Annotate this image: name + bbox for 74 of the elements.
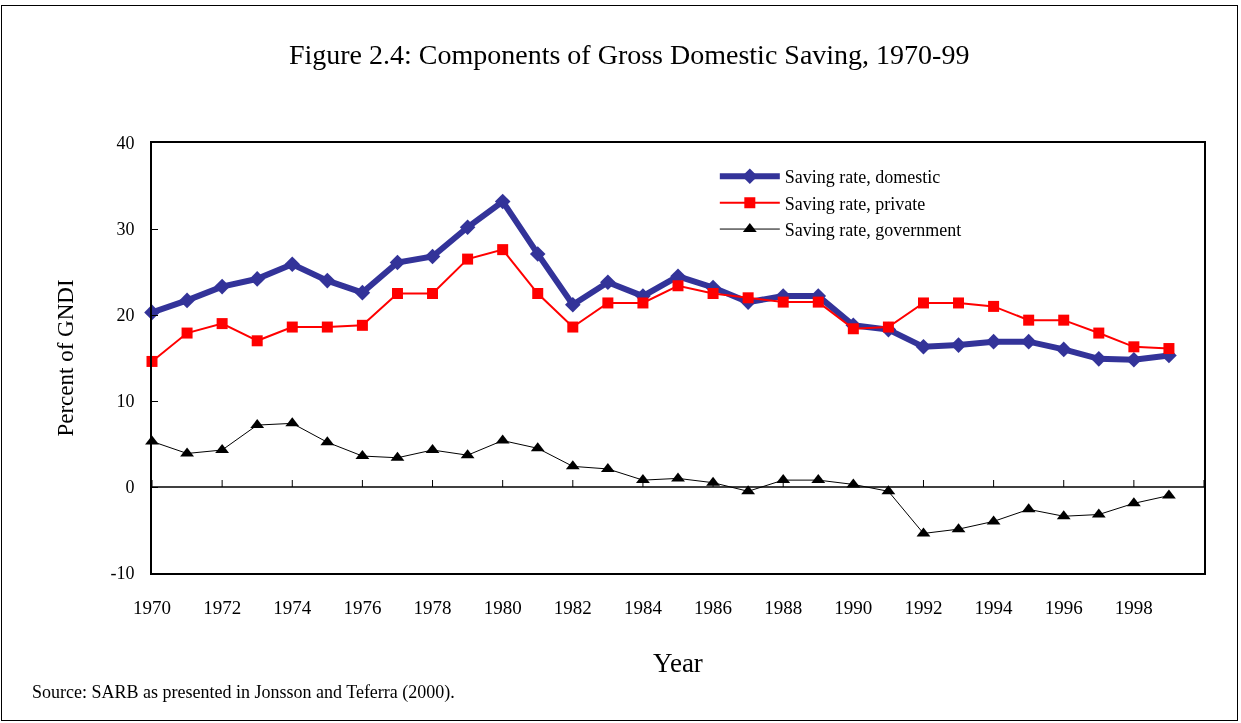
x-tick-label: 1994 [974,596,1014,618]
x-tick-label: 1984 [623,596,663,618]
point [321,321,333,333]
point [707,288,719,299]
point [1163,343,1175,355]
point [917,297,929,309]
point [354,284,371,301]
point [459,219,476,236]
point [1128,341,1140,353]
x-tick-label: 1992 [904,596,943,618]
source-note: Source: SARB as presented in Jonsson and Teferra (2000). [32,682,455,703]
point [1126,351,1142,368]
point [424,248,441,265]
x-tick-label: 1986 [694,596,733,618]
y-tick-label: 40 [116,133,135,154]
x-tick-label: 1970 [133,596,171,618]
x-tick-label: 1982 [553,596,592,618]
point [777,296,789,308]
x-tick-label: 1972 [203,596,242,618]
point [602,297,614,309]
y-tick-label: 10 [116,391,135,412]
point [600,274,616,291]
legend-label: Saving rate, domestic [784,167,941,188]
point [356,319,368,331]
point [249,271,265,287]
point [216,318,228,330]
point [742,292,754,304]
point [1058,314,1070,326]
point [1055,341,1072,358]
point [847,323,859,335]
point [953,297,965,309]
x-tick-label: 1988 [764,596,803,618]
point [671,472,685,482]
x-tick-label: 1978 [413,596,452,618]
point [391,288,403,299]
point [637,297,649,309]
chart-title: Figure 2.4: Components of Gross Domestic Saving, 1970-99 [288,39,970,71]
point [494,193,511,210]
y-tick-label: 0 [125,477,135,498]
y-axis-title: Percent of GNDI [53,279,79,437]
point [214,278,230,295]
point [567,321,579,333]
point [179,292,195,309]
point [284,256,301,273]
legend-label: Saving rate, government [784,220,962,241]
legend-label: Saving rate, private [784,193,926,214]
point [988,300,1000,312]
x-tick-label: 1996 [1044,596,1083,618]
y-tick-label: 30 [116,219,135,240]
x-axis-title: Year [653,647,703,678]
y-tick-label: 20 [116,305,135,326]
point [286,321,298,333]
point [462,253,474,265]
point [1023,314,1035,326]
point [812,296,824,308]
point [1093,327,1105,339]
point [427,288,439,299]
x-tick-label: 1990 [834,596,873,618]
point [251,335,263,347]
point [319,272,336,289]
point [180,447,194,457]
x-tick-label: 1980 [483,596,522,618]
point [529,246,546,262]
point [565,296,581,313]
point [497,244,509,256]
point [389,254,406,271]
point [1162,489,1176,499]
point [672,280,684,292]
point [181,327,193,339]
x-tick-label: 1976 [343,596,382,618]
point [532,288,544,299]
x-tick-label: 1998 [1114,596,1153,618]
y-tick-label: -10 [110,563,135,584]
x-tick-label: 1974 [273,596,312,618]
